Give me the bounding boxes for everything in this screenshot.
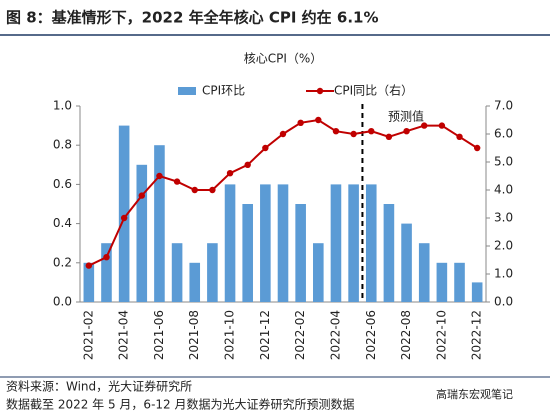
- chart-title: 图 8：基准情形下，2022 年全年核心 CPI 约在 6.1%: [6, 9, 378, 27]
- legend-label: CPI环比: [202, 84, 245, 98]
- y2-tick-label: 5.0: [494, 155, 513, 169]
- legend-label: CPI同比（右）: [334, 83, 413, 98]
- bar: [101, 243, 112, 302]
- bar: [260, 184, 271, 302]
- legend-swatch: [316, 87, 324, 95]
- line-point: [226, 170, 234, 177]
- bar: [171, 243, 183, 302]
- line-point: [350, 130, 357, 138]
- bar: [242, 204, 253, 302]
- x-tick-label: 2022-02: [293, 310, 307, 360]
- y2-tick-label: 2.0: [494, 239, 513, 253]
- line-point: [191, 186, 198, 194]
- line-point: [103, 254, 110, 261]
- bar: [383, 204, 395, 302]
- bar: [83, 262, 95, 302]
- y2-tick-label: 3.0: [494, 211, 513, 225]
- line-point: [368, 128, 375, 135]
- x-tick-label: 2022-12: [470, 310, 484, 360]
- line-point: [421, 122, 428, 129]
- line-point: [209, 186, 216, 194]
- bar: [136, 164, 148, 302]
- line-point: [85, 262, 93, 269]
- y-tick-label: 1.0: [53, 99, 72, 113]
- bar: [277, 184, 289, 302]
- y-tick-label: 0.4: [53, 216, 72, 230]
- line-point: [438, 122, 446, 129]
- x-tick-label: 2021-02: [81, 310, 95, 360]
- source: 资料来源：Wind，光大证券研究所: [6, 379, 192, 394]
- y2-tick-label: 0.0: [494, 295, 513, 309]
- x-tick-label: 2021-08: [187, 310, 201, 360]
- line-point: [173, 178, 181, 185]
- line-point: [156, 172, 163, 180]
- line-point: [385, 133, 393, 140]
- y-tick-label: 0.8: [53, 138, 72, 152]
- bar: [401, 223, 412, 302]
- line-point: [297, 119, 304, 127]
- line-point: [279, 130, 287, 138]
- bar: [348, 184, 359, 302]
- bar: [471, 282, 483, 302]
- annotation: 预测值: [388, 109, 424, 124]
- y2-tick-label: 6.0: [494, 127, 513, 141]
- y-tick-label: 0.0: [53, 295, 72, 309]
- bar: [313, 243, 324, 302]
- line-point: [473, 144, 481, 152]
- line-point: [456, 133, 463, 140]
- line-point: [315, 116, 322, 124]
- line-point: [138, 192, 145, 199]
- watermark: 高瑞东宏观笔记: [436, 387, 513, 401]
- bar: [154, 145, 165, 302]
- bar: [365, 184, 377, 302]
- line-point: [262, 144, 269, 152]
- x-tick-label: 2022-08: [399, 310, 413, 360]
- line-point: [332, 128, 340, 135]
- x-tick-label: 2021-06: [152, 310, 166, 360]
- line-point: [403, 128, 410, 135]
- bar: [224, 184, 236, 302]
- y2-tick-label: 7.0: [494, 99, 513, 113]
- x-tick-label: 2022-04: [328, 310, 342, 360]
- x-tick-label: 2021-04: [117, 310, 131, 360]
- line-point: [120, 214, 128, 222]
- y2-tick-label: 1.0: [494, 267, 513, 281]
- legend-swatch: [178, 87, 196, 95]
- x-tick-label: 2021-10: [223, 310, 237, 360]
- line-point: [244, 161, 251, 168]
- bar: [207, 243, 218, 302]
- y2-tick-label: 4.0: [494, 183, 513, 197]
- y-tick-label: 0.6: [53, 177, 72, 191]
- bar: [118, 125, 130, 302]
- bar: [189, 262, 201, 302]
- bar: [436, 262, 448, 302]
- x-tick-label: 2022-06: [364, 310, 378, 360]
- y-tick-label: 0.2: [53, 255, 72, 269]
- bar: [418, 243, 430, 302]
- bar: [454, 262, 465, 302]
- bar: [295, 204, 306, 302]
- x-tick-label: 2021-12: [258, 310, 272, 360]
- x-tick-label: 2022-10: [434, 310, 448, 360]
- note: 数据截至 2022 年 5 月，6-12 月数据为光大证券研究所预测数据: [6, 397, 354, 412]
- y-axis-title: 核心CPI（%）: [244, 52, 323, 66]
- bar: [330, 184, 342, 302]
